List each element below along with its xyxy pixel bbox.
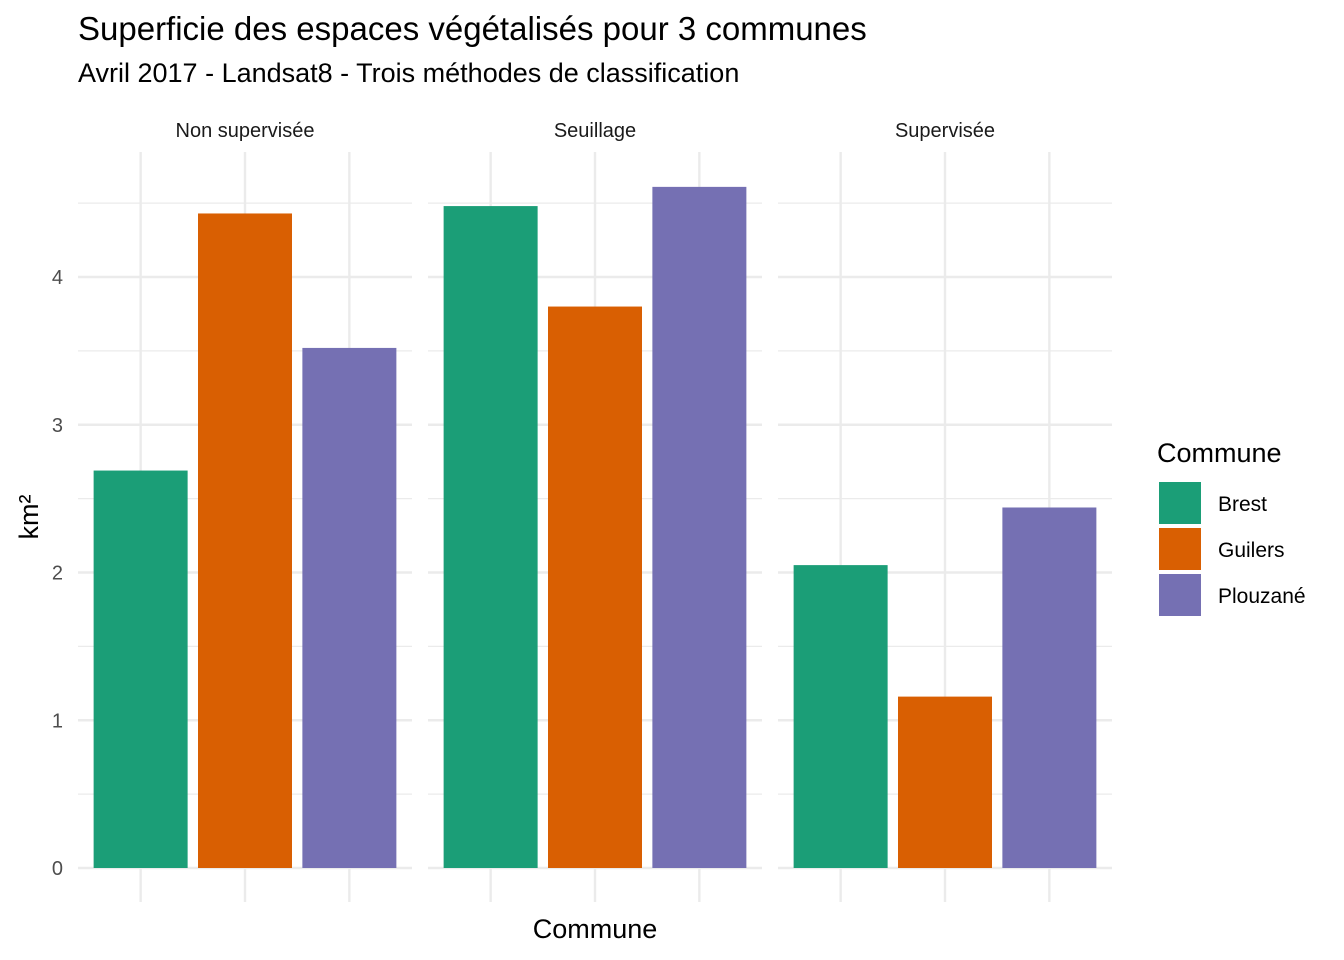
facet-strip-label: Non supervisée (176, 120, 315, 142)
legend-swatch-brest (1159, 482, 1201, 524)
bar-plouzan-facet-2 (652, 186, 747, 868)
legend-label: Brest (1218, 493, 1267, 516)
chart-title: Superficie des espaces végétalisés pour … (78, 10, 867, 47)
legend-title: Commune (1157, 438, 1282, 468)
bar-guilers-facet-2 (548, 306, 642, 868)
y-tick-label: 4 (52, 267, 63, 289)
x-axis-title: Commune (533, 914, 658, 944)
y-axis-title: km² (14, 495, 44, 540)
bar-brest-facet-3 (793, 565, 888, 868)
legend-swatch-guilers (1159, 528, 1201, 570)
legend-label: Guilers (1218, 539, 1285, 562)
bar-guilers-facet-3 (898, 696, 992, 868)
legend-swatch-plouzan (1159, 574, 1201, 616)
chart-subtitle: Avril 2017 - Landsat8 - Trois méthodes d… (78, 58, 740, 88)
facet-strip-label: Seuillage (554, 120, 636, 142)
bar-plouzan-facet-3 (1002, 507, 1097, 868)
bar-plouzan-facet-1 (302, 347, 397, 868)
legend-label: Plouzané (1218, 585, 1306, 608)
y-tick-label: 0 (52, 858, 63, 880)
y-tick-label: 1 (52, 710, 63, 732)
y-tick-label: 3 (52, 415, 63, 437)
bar-brest-facet-2 (443, 206, 538, 868)
y-tick-label: 2 (52, 563, 63, 585)
bar-brest-facet-1 (93, 470, 188, 868)
bar-guilers-facet-1 (198, 213, 292, 868)
facet-strip-label: Supervisée (895, 120, 995, 142)
